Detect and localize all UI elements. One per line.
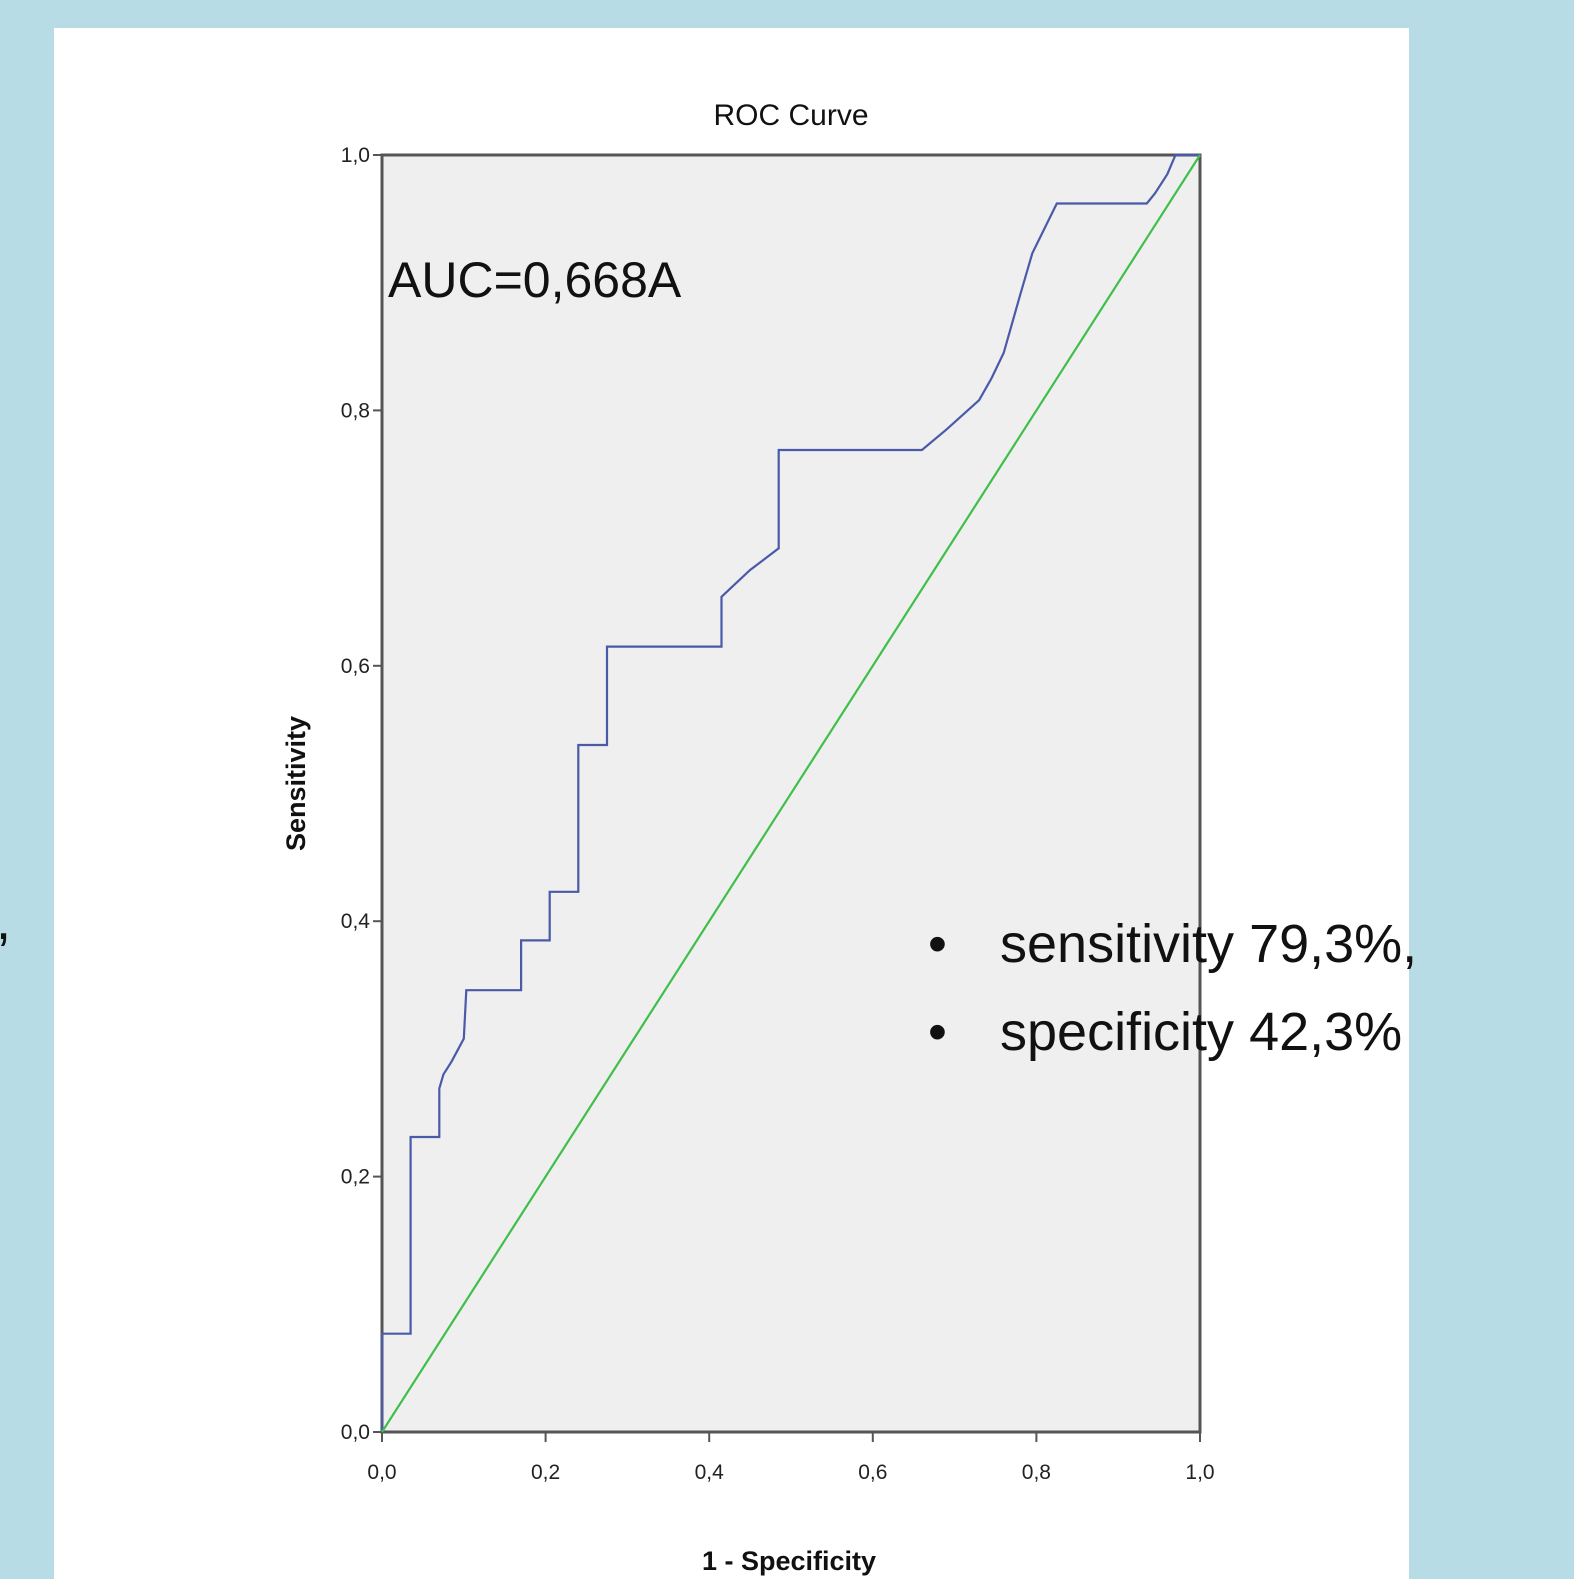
y-tick-label: 0,8 xyxy=(341,399,370,422)
metric-item-specificity: • specificity 42,3% xyxy=(928,988,1417,1076)
auc-annotation: AUC=0,668A xyxy=(388,252,682,308)
metric-text: specificity 42,3% xyxy=(1000,1002,1403,1062)
bullet-icon: • xyxy=(928,914,947,974)
x-tick-label: 0,4 xyxy=(695,1461,725,1484)
x-tick-label: 0,6 xyxy=(858,1461,887,1484)
x-tick-label: 0,8 xyxy=(1022,1461,1051,1484)
y-tick-label: 0,4 xyxy=(341,910,371,933)
x-tick-label: 0,2 xyxy=(531,1461,560,1484)
x-axis-title: 1 - Specificity xyxy=(702,1546,876,1576)
y-tick-label: 1,0 xyxy=(341,144,370,167)
chart-title: ROC Curve xyxy=(713,99,868,132)
y-axis-title: Sensitivity xyxy=(281,716,311,851)
y-tick-label: 0,6 xyxy=(341,655,370,678)
reference-diagonal-line xyxy=(381,154,1201,1433)
metric-text: sensitivity 79,3%, xyxy=(1000,914,1418,974)
x-tick-label: 1,0 xyxy=(1185,1461,1214,1484)
clipped-text-fragment-1: , xyxy=(0,890,20,952)
y-tick-label: 0,0 xyxy=(341,1421,370,1444)
metric-item-sensitivity: • sensitivity 79,3%, xyxy=(928,900,1417,988)
x-tick-label: 0,0 xyxy=(367,1461,396,1484)
bullet-icon: • xyxy=(928,1002,947,1062)
y-tick-label: 0,2 xyxy=(341,1166,370,1189)
roc-curve-line xyxy=(380,153,1200,1432)
metrics-list: • sensitivity 79,3%, • specificity 42,3% xyxy=(928,900,1417,1076)
